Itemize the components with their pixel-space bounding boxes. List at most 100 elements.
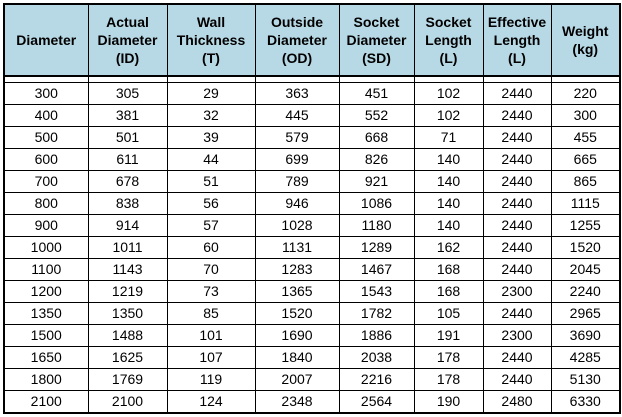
cell-outside-diameter: 789 (254, 169, 340, 193)
cell-wall-thickness: 56 (166, 191, 256, 215)
cell-actual-diameter: 1488 (87, 323, 168, 347)
cell-wall-thickness: 60 (166, 235, 256, 259)
cell-socket-diameter: 1782 (338, 301, 415, 325)
table-body: 300 305 29 363 451 102 2440 220 400 381 32 445 552 10… (3, 81, 621, 414)
cell-effective-length: 2440 (482, 147, 552, 171)
cell-actual-diameter: 1350 (87, 301, 168, 325)
cell-effective-length: 2440 (482, 345, 552, 369)
table-row: 1350 1350 85 1520 1782 105 2440 2965 (3, 301, 621, 325)
cell-wall-thickness: 85 (166, 301, 256, 325)
cell-socket-diameter: 2216 (338, 367, 415, 391)
cell-socket-diameter: 2038 (338, 345, 415, 369)
cell-diameter: 1800 (3, 367, 89, 391)
column-header-actual-diameter: Actual Diameter (ID) (87, 3, 168, 77)
cell-outside-diameter: 699 (254, 147, 340, 171)
cell-weight: 455 (550, 125, 621, 149)
cell-wall-thickness: 101 (166, 323, 256, 347)
cell-actual-diameter: 838 (87, 191, 168, 215)
cell-outside-diameter: 363 (254, 81, 340, 105)
cell-diameter: 600 (3, 147, 89, 171)
table-row: 900 914 57 1028 1180 140 2440 1255 (3, 213, 621, 237)
cell-effective-length: 2300 (482, 279, 552, 303)
cell-effective-length: 2440 (482, 191, 552, 215)
cell-diameter: 1650 (3, 345, 89, 369)
cell-actual-diameter: 501 (87, 125, 168, 149)
cell-outside-diameter: 1365 (254, 279, 340, 303)
cell-actual-diameter: 678 (87, 169, 168, 193)
cell-weight: 4285 (550, 345, 621, 369)
table-row: 600 611 44 699 826 140 2440 665 (3, 147, 621, 171)
column-header-socket-length: Socket Length (L) (413, 3, 484, 77)
cell-wall-thickness: 73 (166, 279, 256, 303)
cell-effective-length: 2440 (482, 125, 552, 149)
cell-weight: 300 (550, 103, 621, 127)
cell-socket-length: 178 (413, 367, 484, 391)
cell-socket-length: 140 (413, 147, 484, 171)
cell-actual-diameter: 1011 (87, 235, 168, 259)
cell-socket-length: 140 (413, 169, 484, 193)
cell-socket-length: 105 (413, 301, 484, 325)
cell-wall-thickness: 70 (166, 257, 256, 281)
table-row: 400 381 32 445 552 102 2440 300 (3, 103, 621, 127)
cell-wall-thickness: 44 (166, 147, 256, 171)
table-row: 1100 1143 70 1283 1467 168 2440 2045 (3, 257, 621, 281)
cell-socket-diameter: 1543 (338, 279, 415, 303)
cell-socket-diameter: 451 (338, 81, 415, 105)
table-row: 2100 2100 124 2348 2564 190 2480 6330 (3, 389, 621, 414)
cell-outside-diameter: 1028 (254, 213, 340, 237)
cell-weight: 5130 (550, 367, 621, 391)
column-header-wall-thickness: Wall Thickness (T) (166, 3, 256, 77)
table-row: 1200 1219 73 1365 1543 168 2300 2240 (3, 279, 621, 303)
table-row: 1000 1011 60 1131 1289 162 2440 1520 (3, 235, 621, 259)
pipe-dimensions-table: Diameter Actual Diameter (ID) Wall Thick… (3, 3, 621, 414)
cell-socket-diameter: 668 (338, 125, 415, 149)
cell-outside-diameter: 2007 (254, 367, 340, 391)
cell-socket-diameter: 921 (338, 169, 415, 193)
cell-diameter: 1000 (3, 235, 89, 259)
cell-diameter: 2100 (3, 389, 89, 414)
cell-wall-thickness: 39 (166, 125, 256, 149)
cell-diameter: 900 (3, 213, 89, 237)
cell-socket-diameter: 1180 (338, 213, 415, 237)
cell-effective-length: 2440 (482, 103, 552, 127)
cell-socket-diameter: 826 (338, 147, 415, 171)
cell-weight: 2240 (550, 279, 621, 303)
cell-effective-length: 2440 (482, 367, 552, 391)
cell-effective-length: 2440 (482, 81, 552, 105)
column-header-weight: Weight (kg) (550, 3, 621, 77)
cell-diameter: 1500 (3, 323, 89, 347)
cell-weight: 220 (550, 81, 621, 105)
cell-socket-length: 191 (413, 323, 484, 347)
cell-wall-thickness: 57 (166, 213, 256, 237)
table-row: 500 501 39 579 668 71 2440 455 (3, 125, 621, 149)
cell-diameter: 700 (3, 169, 89, 193)
cell-outside-diameter: 445 (254, 103, 340, 127)
column-header-effective-length: Effective Length (L) (482, 3, 552, 77)
cell-outside-diameter: 2348 (254, 389, 340, 414)
cell-effective-length: 2440 (482, 257, 552, 281)
cell-actual-diameter: 914 (87, 213, 168, 237)
cell-diameter: 400 (3, 103, 89, 127)
cell-outside-diameter: 1520 (254, 301, 340, 325)
cell-actual-diameter: 1219 (87, 279, 168, 303)
cell-diameter: 800 (3, 191, 89, 215)
cell-wall-thickness: 29 (166, 81, 256, 105)
cell-wall-thickness: 119 (166, 367, 256, 391)
cell-wall-thickness: 51 (166, 169, 256, 193)
cell-weight: 2965 (550, 301, 621, 325)
cell-outside-diameter: 579 (254, 125, 340, 149)
cell-socket-diameter: 1086 (338, 191, 415, 215)
cell-actual-diameter: 1625 (87, 345, 168, 369)
cell-wall-thickness: 107 (166, 345, 256, 369)
cell-diameter: 1350 (3, 301, 89, 325)
cell-socket-diameter: 1467 (338, 257, 415, 281)
cell-socket-length: 71 (413, 125, 484, 149)
cell-actual-diameter: 381 (87, 103, 168, 127)
cell-wall-thickness: 32 (166, 103, 256, 127)
cell-diameter: 1200 (3, 279, 89, 303)
cell-effective-length: 2480 (482, 389, 552, 414)
cell-socket-length: 102 (413, 81, 484, 105)
cell-weight: 2045 (550, 257, 621, 281)
cell-socket-length: 168 (413, 257, 484, 281)
cell-weight: 3690 (550, 323, 621, 347)
